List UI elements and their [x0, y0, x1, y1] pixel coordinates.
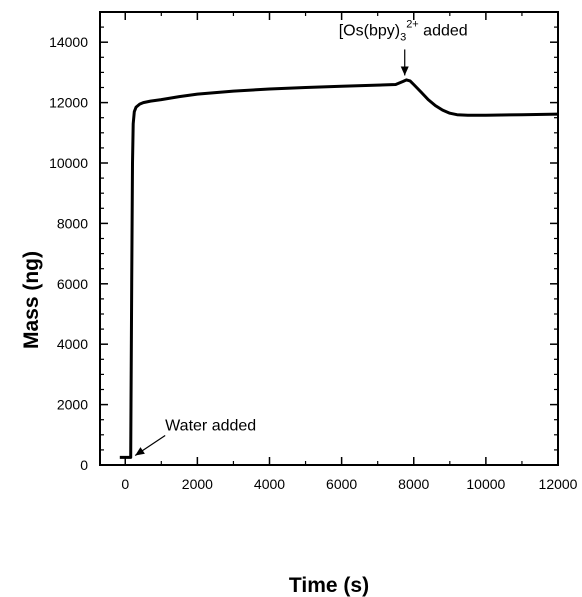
- water-added-annotation: Water added: [134, 417, 256, 456]
- water-added-label: Water added: [165, 417, 256, 434]
- x-tick-label: 10000: [466, 476, 505, 492]
- x-tick-label: 6000: [326, 476, 357, 492]
- y-tick-label: 8000: [57, 215, 88, 231]
- y-tick-label: 6000: [57, 276, 88, 292]
- y-tick-labels: 0 2000 4000 6000 8000 10000 12000 14000: [49, 34, 88, 473]
- y-axis-title: Mass (ng): [20, 251, 43, 349]
- y-tick-label: 2000: [57, 397, 88, 413]
- x-tick-label: 0: [121, 476, 129, 492]
- mass-series-line: [119, 78, 559, 459]
- y-tick-label: 14000: [49, 34, 88, 50]
- os-label-main: [Os(bpy): [339, 22, 400, 39]
- y-tick-label: 4000: [57, 336, 88, 352]
- os-added-arrowhead: [400, 66, 409, 76]
- os-added-annotation: [Os(bpy)32+ added: [339, 18, 468, 76]
- plot-frame: [99, 11, 559, 466]
- x-tick-label: 4000: [254, 476, 285, 492]
- x-axis-title: Time (s): [289, 574, 369, 597]
- water-added-arrowhead: [135, 447, 145, 456]
- x-tick-labels: 0 2000 4000 6000 8000 10000 12000: [121, 476, 577, 492]
- x-tick-label: 8000: [398, 476, 429, 492]
- os-label-tail: added: [419, 22, 468, 39]
- os-added-label: [Os(bpy)32+ added: [339, 18, 468, 43]
- x-tick-label: 2000: [182, 476, 213, 492]
- y-tick-label: 0: [80, 457, 88, 473]
- axis-ticks: [100, 11, 559, 466]
- os-label-sup: 2+: [406, 18, 419, 30]
- x-tick-label: 12000: [539, 476, 578, 492]
- os-label-sub: 3: [400, 31, 406, 43]
- y-tick-label: 12000: [49, 95, 88, 111]
- y-tick-label: 10000: [49, 155, 88, 171]
